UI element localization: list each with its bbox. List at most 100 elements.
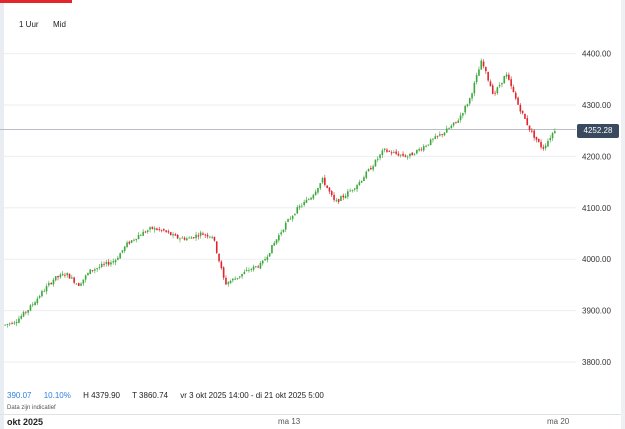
candle-body — [105, 261, 108, 264]
candle-body — [301, 205, 303, 207]
stat-high: H 4379.90 — [83, 391, 120, 400]
candle-body — [420, 149, 423, 151]
candle-body — [59, 274, 62, 278]
candle-body — [503, 76, 506, 84]
y-tick-label: 4200.00 — [582, 152, 611, 161]
candle-body — [181, 237, 184, 239]
price-type-selector[interactable]: Mid — [53, 20, 66, 29]
candle-body — [411, 152, 414, 156]
candle-body — [287, 219, 289, 222]
candle-body — [117, 257, 119, 260]
candle-body — [243, 271, 246, 275]
stat-range: vr 3 okt 2025 14:00 - di 21 okt 2025 5:0… — [180, 391, 324, 400]
brand-accent-bar — [0, 0, 72, 3]
candle-body — [319, 183, 322, 189]
candle-body — [365, 171, 368, 178]
candle-body — [505, 74, 508, 77]
stat-low: T 3860.74 — [132, 391, 168, 400]
right-panel-edge — [621, 0, 625, 429]
candle-body — [376, 158, 379, 160]
candle-body — [328, 187, 331, 192]
candle-body — [195, 234, 197, 239]
candle-body — [156, 228, 158, 231]
candle-body — [98, 266, 101, 268]
candle-body — [160, 229, 163, 231]
candle-body — [202, 233, 204, 235]
candle-body — [29, 305, 32, 311]
candle-body — [278, 235, 280, 241]
candle-body — [441, 134, 443, 135]
candle-body — [305, 199, 308, 203]
candle-body — [521, 110, 524, 114]
candle-body — [179, 238, 181, 240]
candle-body — [360, 180, 363, 183]
candle-body — [342, 195, 345, 198]
candle-body — [87, 273, 89, 275]
candle-body — [528, 125, 531, 131]
y-tick-label: 3900.00 — [582, 307, 611, 316]
y-tick-label: 4000.00 — [582, 255, 611, 264]
y-tick-label: 4100.00 — [582, 204, 611, 213]
candle-body — [471, 93, 473, 99]
data-disclaimer: Data zijn indicatief — [7, 405, 56, 411]
candle-body — [268, 252, 271, 257]
candle-body — [335, 200, 338, 201]
candle-body — [6, 323, 9, 325]
candle-body — [144, 231, 147, 233]
candle-body — [434, 136, 437, 139]
candle-body — [326, 185, 328, 188]
price-stats: 390.07 10.10% H 4379.90 T 3860.74 vr 3 o… — [7, 391, 334, 400]
candle-body — [549, 138, 552, 141]
candle-body — [280, 232, 282, 235]
interval-selector[interactable]: 1 Uur — [19, 20, 39, 29]
candlestick-series — [4, 58, 556, 328]
candle-body — [370, 168, 372, 170]
candle-body — [512, 87, 515, 93]
candle-body — [225, 277, 227, 285]
candle-body — [4, 324, 6, 326]
candle-body — [142, 231, 144, 236]
candle-body — [282, 229, 285, 232]
candle-body — [494, 92, 496, 94]
candle-body — [381, 150, 384, 155]
candle-body — [96, 268, 98, 270]
candle-body — [413, 154, 416, 156]
candle-body — [222, 267, 225, 278]
candle-body — [213, 236, 216, 241]
candle-body — [399, 154, 402, 156]
candle-body — [432, 138, 434, 140]
candle-body — [71, 277, 73, 279]
candle-body — [80, 283, 82, 286]
candle-body — [227, 282, 230, 285]
y-axis-ticks: 3800.00 3900.00 4000.00 4100.00 4200.00 4300.… — [582, 50, 611, 367]
candle-body — [273, 242, 276, 246]
candle-body — [294, 214, 296, 216]
candle-body — [517, 97, 519, 105]
candle-body — [163, 229, 165, 231]
candle-body — [491, 85, 494, 94]
y-tick-label: 4400.00 — [582, 50, 611, 59]
candle-body — [167, 231, 170, 233]
candle-body — [75, 283, 78, 285]
candle-body — [457, 120, 460, 123]
candle-body — [121, 250, 124, 253]
candle-body — [462, 113, 464, 116]
candle-body — [112, 261, 115, 263]
candle-body — [41, 291, 43, 297]
candle-body — [422, 146, 425, 151]
candle-body — [466, 104, 469, 107]
candle-body — [478, 69, 480, 76]
candle-body — [174, 234, 177, 236]
candle-body — [250, 269, 253, 270]
candle-body — [31, 304, 34, 306]
candle-body — [43, 290, 46, 292]
candle-body — [496, 87, 499, 94]
candle-body — [383, 148, 386, 151]
candle-body — [307, 199, 310, 201]
candle-body — [358, 182, 361, 185]
candle-body — [133, 239, 135, 241]
candle-body — [531, 130, 533, 132]
candle-body — [340, 196, 342, 201]
candle-body — [215, 241, 218, 253]
